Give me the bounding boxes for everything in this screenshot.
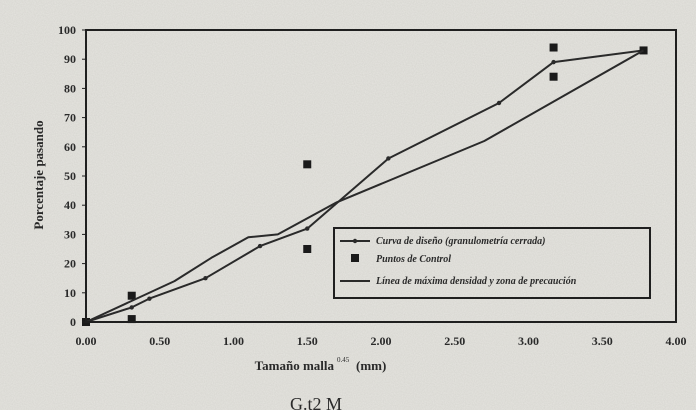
series-line-0 — [85, 49, 644, 323]
series-2 — [85, 49, 644, 323]
legend-label-control-points: Puntos de Control — [376, 254, 451, 265]
x-axis-ticks: 0.00 0.50 1.00 1.50 2.00 2.50 3.00 3.50 4.00 — [76, 334, 687, 348]
series-0-point-4 — [257, 243, 263, 249]
legend-label-max-density: Línea de máxima densidad y zona de preca… — [375, 276, 577, 287]
legend-swatch-design-marker — [352, 238, 358, 244]
series-line-2 — [85, 49, 644, 323]
y-axis-label: Porcentaje pasando — [31, 120, 46, 229]
legend-swatch-control-marker — [351, 254, 359, 262]
legend-entry-design-curve: Curva de diseño (granulometría cerrada) — [340, 236, 545, 247]
control-point-1 — [127, 315, 136, 324]
x-tick-label-4.00: 4.00 — [666, 334, 687, 348]
legend: Curva de diseño (granulometría cerrada) … — [333, 227, 651, 299]
x-axis-label: Tamaño malla — [255, 358, 335, 373]
y-tick-label-100: 100 — [58, 23, 76, 37]
control-point-5 — [549, 72, 558, 81]
x-tick-label-0.00: 0.00 — [76, 334, 97, 348]
x-axis-title: Tamaño malla 0.45 (mm) — [255, 356, 387, 373]
figure-caption: G.t2 M — [290, 394, 342, 410]
y-tick-label-30: 30 — [64, 227, 76, 241]
y-tick-label-40: 40 — [64, 198, 76, 212]
y-tick-label-50: 50 — [64, 169, 76, 183]
y-axis-ticks: 0 10 20 30 40 50 60 70 80 90 100 — [58, 23, 86, 329]
y-tick-label-0: 0 — [70, 315, 76, 329]
control-point-4 — [303, 160, 312, 169]
series-0-point-1 — [129, 305, 134, 310]
series-0-point-6 — [386, 156, 391, 161]
y-tick-label-60: 60 — [64, 140, 76, 154]
x-tick-label-1.00: 1.00 — [223, 334, 244, 348]
plot-area — [82, 43, 648, 326]
y-tick-label-10: 10 — [64, 286, 76, 300]
y-tick-label-20: 20 — [64, 257, 76, 271]
legend-entry-max-density: Línea de máxima densidad y zona de preca… — [340, 276, 577, 287]
y-tick-label-90: 90 — [64, 52, 76, 66]
x-tick-label-3.00: 3.00 — [518, 334, 539, 348]
x-tick-label-2.00: 2.00 — [371, 334, 392, 348]
control-point-6 — [549, 43, 558, 52]
control-point-7 — [639, 46, 648, 55]
legend-box — [333, 227, 651, 299]
x-tick-label-2.50: 2.50 — [444, 334, 465, 348]
y-tick-label-80: 80 — [64, 81, 76, 95]
control-point-3 — [303, 245, 312, 253]
y-tick-label-70: 70 — [64, 111, 76, 125]
series-0-point-8 — [551, 59, 556, 65]
legend-entry-control-points: Puntos de Control — [351, 254, 451, 265]
x-tick-label-1.50: 1.50 — [297, 334, 318, 348]
x-axis-label-unit: (mm) — [356, 358, 386, 373]
series-0-point-7 — [496, 100, 502, 106]
legend-label-design-curve: Curva de diseño (granulometría cerrada) — [376, 236, 545, 247]
x-axis-label-exponent: 0.45 — [337, 356, 350, 364]
control-point-2 — [127, 291, 136, 300]
series-0-point-3 — [203, 276, 208, 281]
x-tick-label-3.50: 3.50 — [592, 334, 613, 348]
series-0-point-5 — [305, 226, 310, 231]
series-0-point-2 — [147, 296, 152, 301]
x-tick-label-0.50: 0.50 — [149, 334, 170, 348]
